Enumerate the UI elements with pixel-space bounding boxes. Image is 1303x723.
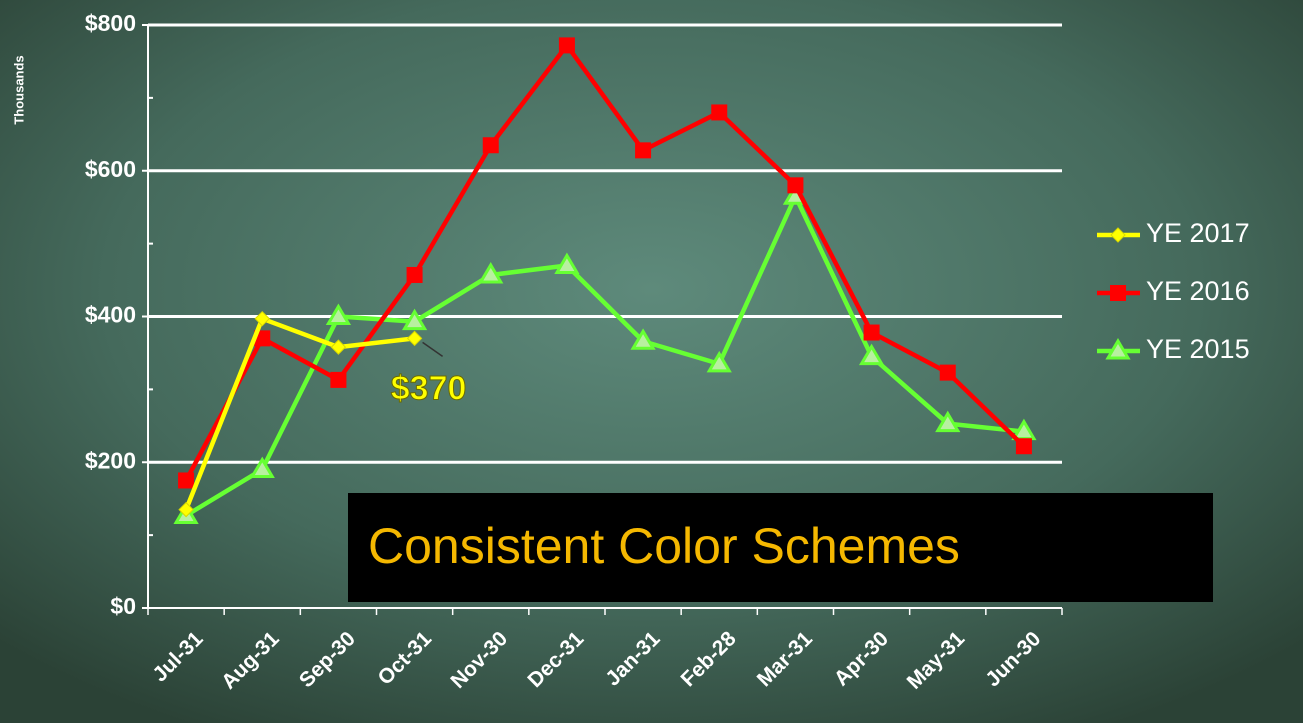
caption-box [348, 493, 1213, 602]
data-point [406, 330, 423, 347]
data-point [554, 252, 580, 274]
data-point [787, 177, 804, 194]
legend-entry: YE 2015 [1097, 334, 1250, 364]
y-tick-label: $600 [85, 156, 136, 182]
legend-label: YE 2017 [1146, 218, 1250, 248]
legend-marker [1110, 227, 1126, 243]
series-line [184, 43, 1026, 482]
y-tick-label: $800 [85, 10, 136, 36]
y-tick-label: $400 [85, 302, 136, 328]
data-point [406, 266, 423, 283]
data-point [711, 104, 728, 121]
data-point [254, 310, 270, 327]
series-line [183, 316, 415, 511]
data-label: $370 [391, 369, 467, 407]
data-point [330, 339, 347, 355]
data-point [939, 364, 956, 381]
data-point [635, 142, 652, 159]
legend-marker [1110, 285, 1126, 301]
y-tick-label: $200 [85, 447, 136, 473]
data-point [935, 410, 961, 433]
data-point [858, 343, 885, 366]
data-point [706, 350, 732, 373]
y-tick-label: $0 [110, 593, 136, 619]
legend-entry: YE 2016 [1097, 276, 1250, 306]
data-point [558, 37, 575, 54]
data-point [1015, 438, 1032, 455]
data-point [330, 371, 347, 388]
data-point [482, 137, 499, 154]
data-point [630, 328, 656, 350]
data-point [325, 303, 352, 325]
caption: Consistent Color Schemes [368, 518, 960, 574]
legend-entry: YE 2017 [1097, 218, 1250, 248]
legend-label: YE 2016 [1146, 276, 1250, 306]
data-point [178, 501, 194, 518]
y-axis-label: Thousands [11, 55, 26, 124]
data-point [249, 456, 275, 479]
data-point [863, 324, 880, 341]
legend-marker [1105, 338, 1131, 360]
data-point [401, 308, 428, 331]
data-point [478, 262, 504, 284]
label-leader [422, 341, 444, 357]
legend-label: YE 2015 [1146, 334, 1250, 364]
data-point [178, 472, 195, 489]
